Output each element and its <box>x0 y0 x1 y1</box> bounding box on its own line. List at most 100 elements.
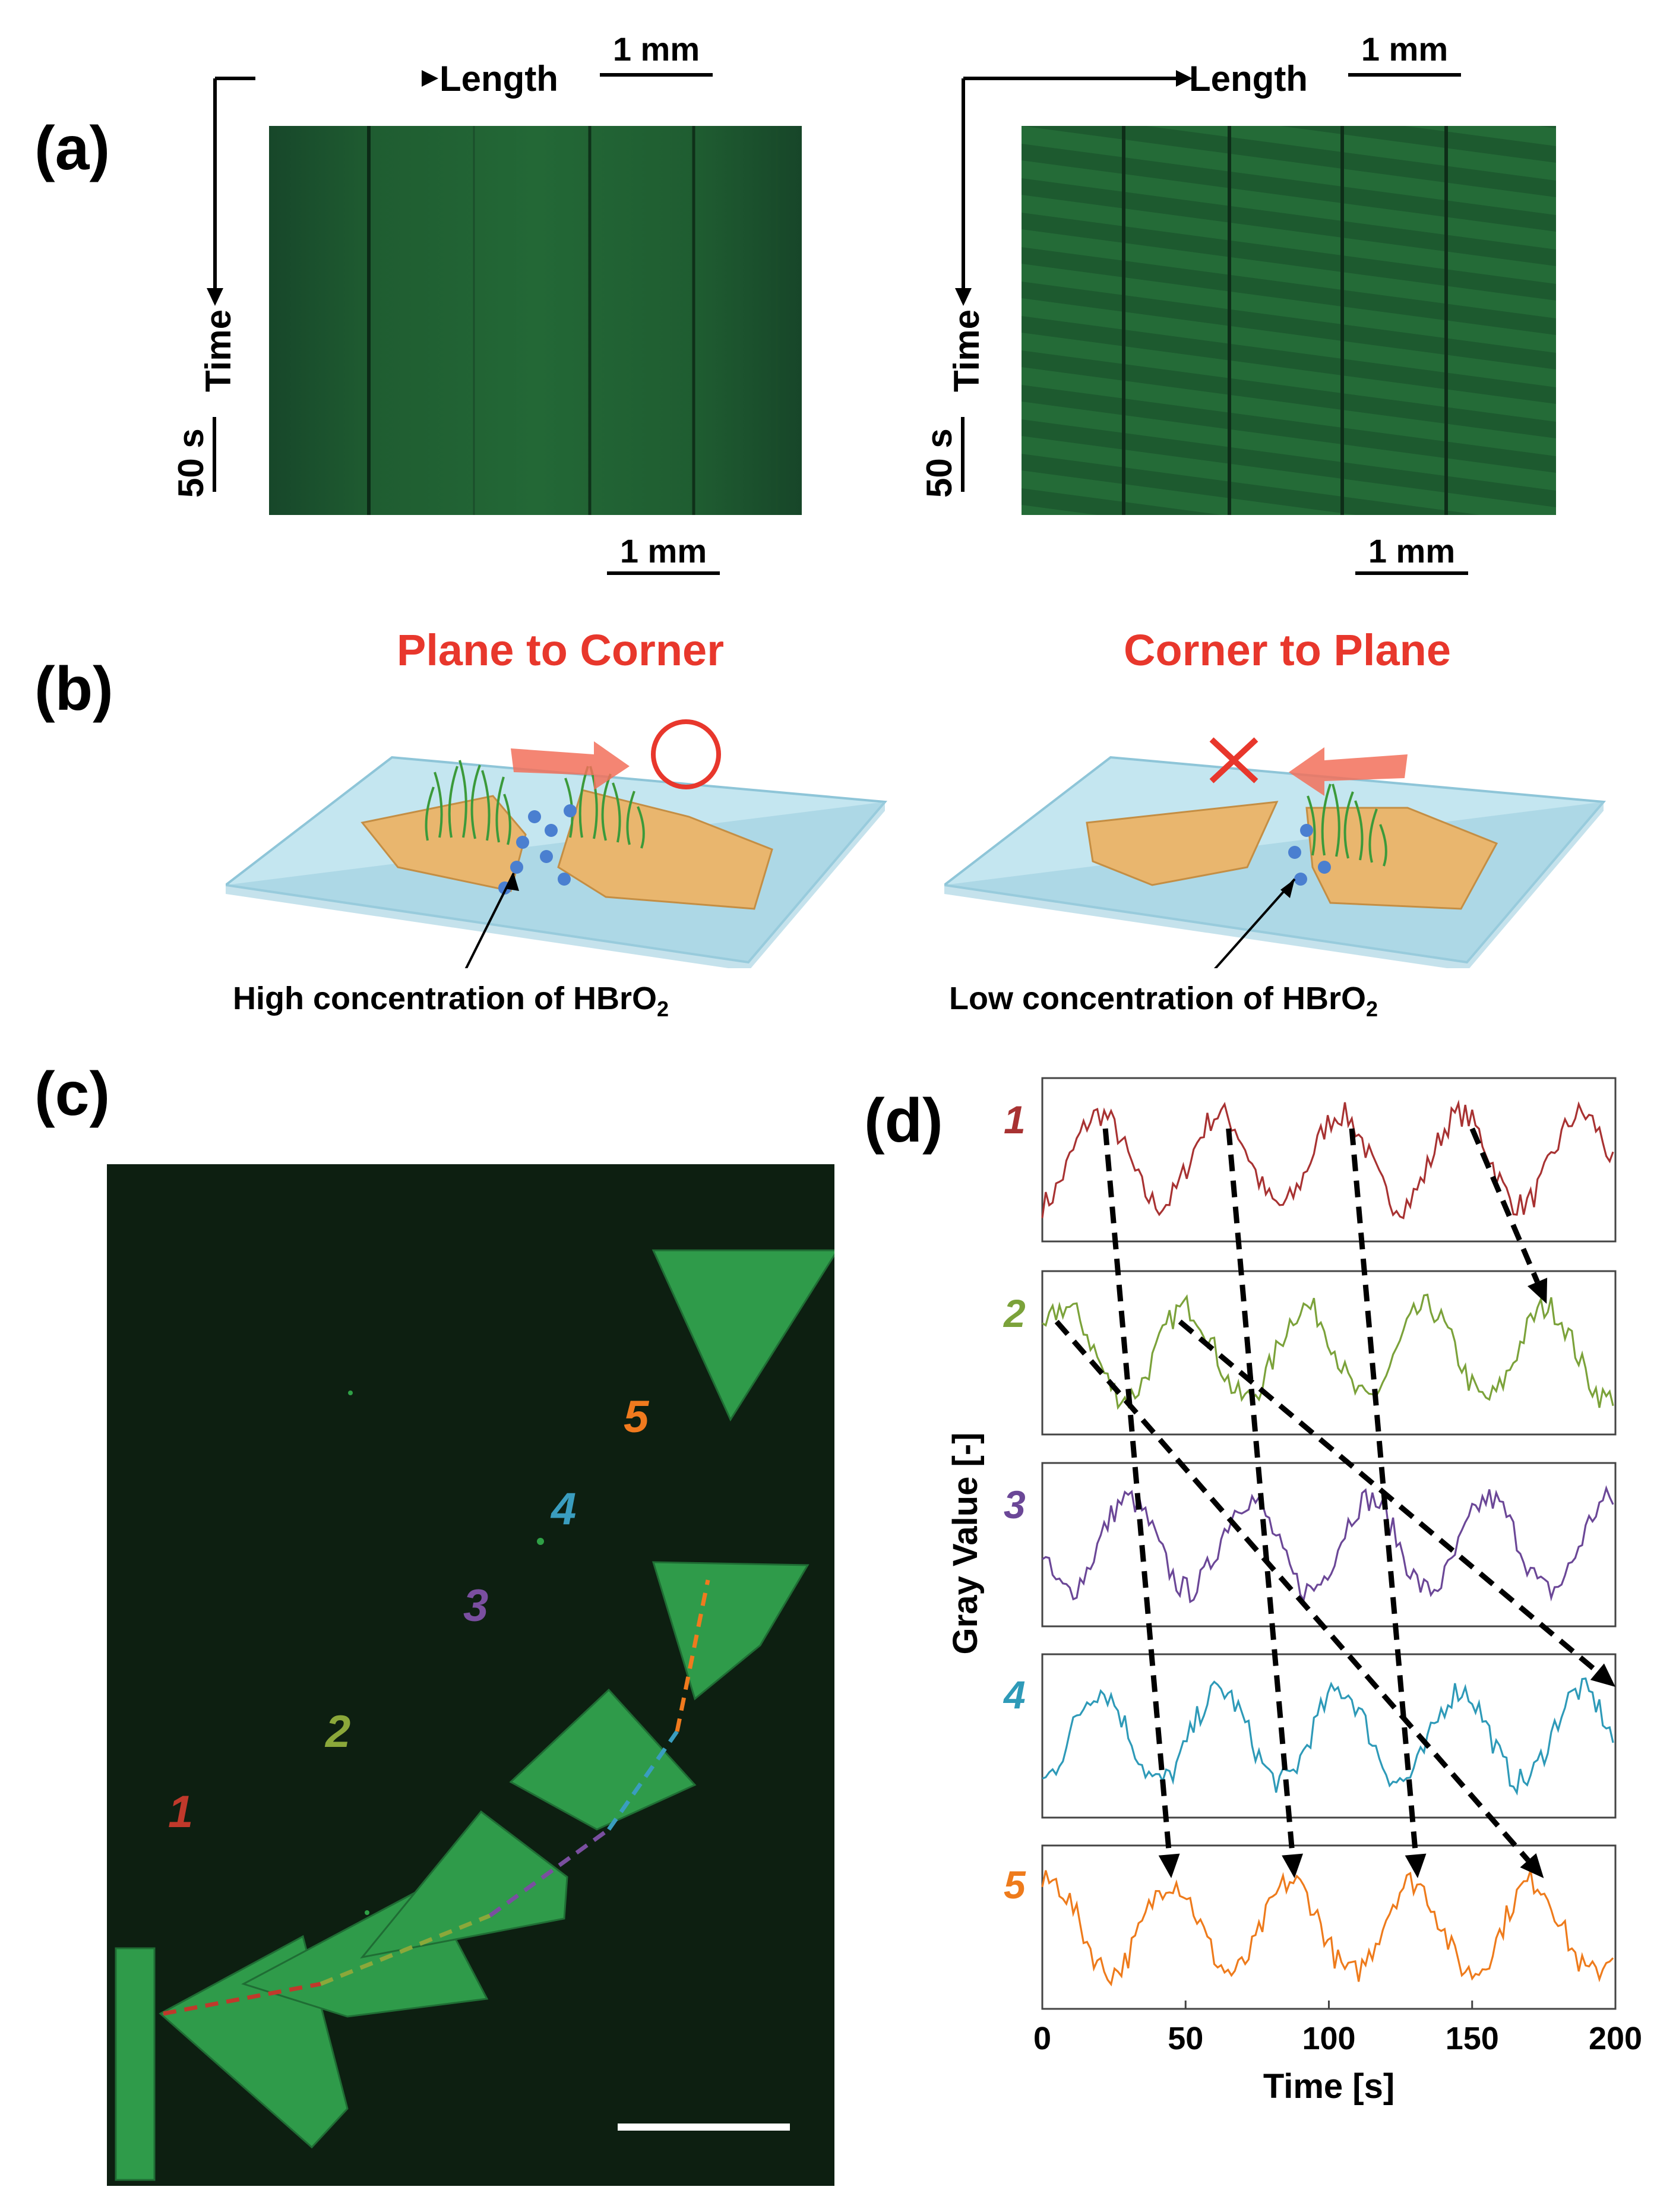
time-scale-left: 50 s <box>171 428 211 498</box>
wave-band <box>1022 160 1556 249</box>
length-arrowhead <box>422 70 438 87</box>
segment-label-2: 2 <box>325 1707 351 1757</box>
panel-a-label: (a) <box>34 114 110 183</box>
wave-band <box>1022 436 1556 515</box>
time-scalebar-left <box>213 417 216 492</box>
time-scalebar-right <box>961 417 965 492</box>
series-line-2 <box>1042 1293 1614 1410</box>
length-label-right: Length <box>1189 59 1308 99</box>
success-circle-icon <box>651 719 721 789</box>
row-label-1: 1 <box>1004 1098 1026 1142</box>
kymograph-waves <box>1022 126 1556 515</box>
length-label-left: Length <box>439 59 558 99</box>
propagation-arrowhead-4 <box>1527 1278 1548 1304</box>
wave-band <box>1022 126 1556 215</box>
x-tick-label-100: 100 <box>1302 2021 1355 2056</box>
left-caption: High concentration of HBrO2 <box>233 982 669 1020</box>
corner-to-plane-title: Corner to Plane <box>1124 625 1451 675</box>
panel-d-label: (d) <box>864 1086 943 1155</box>
scalebar-top-left <box>600 73 713 77</box>
scale-bottom-right: 1 mm <box>1368 532 1456 570</box>
scale-top-right: 1 mm <box>1361 30 1449 68</box>
propagation-arrowhead-1 <box>1158 1853 1180 1878</box>
scalebar-top-right <box>1348 73 1461 77</box>
series-line-5 <box>1041 1869 1614 1987</box>
propagation-arrowhead-3 <box>1405 1853 1427 1878</box>
propagation-arrow-5 <box>1054 1320 1530 1862</box>
fail-cross-icon <box>1209 737 1258 783</box>
wave-band <box>1022 505 1098 515</box>
wave-band <box>1022 402 1556 491</box>
propagation-arrow-3 <box>1349 1128 1419 1855</box>
panel-b-label: (b) <box>34 655 113 723</box>
gel-triangles <box>115 1249 839 2181</box>
propagation-arrow-4 <box>1469 1127 1540 1283</box>
kymograph-uniform-lines <box>367 126 778 515</box>
x-tick-label-200: 200 <box>1589 2021 1642 2056</box>
kymo-left-axes <box>213 77 255 288</box>
direction-arrow-left <box>1289 747 1408 796</box>
fibers-left <box>425 760 511 845</box>
propagation-arrow-6 <box>1178 1319 1599 1674</box>
segment-label-4: 4 <box>551 1484 577 1534</box>
fibers-corner <box>1307 783 1387 867</box>
scale-bottom-left: 1 mm <box>619 532 707 570</box>
scalebar-bottom-left <box>607 571 720 575</box>
subplot-frame-1 <box>1041 1077 1617 1243</box>
wave-band <box>1022 298 1556 387</box>
kymo-left-arrows <box>207 70 438 306</box>
row-label-4: 4 <box>1004 1673 1026 1717</box>
kymograph-uniform <box>269 126 802 515</box>
panel-c-label: (c) <box>34 1060 110 1129</box>
subplot-frame-4 <box>1041 1653 1617 1819</box>
subplot-frame-2 <box>1041 1270 1617 1436</box>
segment-line-1 <box>163 1982 321 2016</box>
row-label-5: 5 <box>1004 1863 1026 1907</box>
wave-band <box>1022 333 1556 422</box>
series-line-4 <box>1042 1677 1614 1796</box>
wave-band <box>1022 470 1356 515</box>
propagation-arrowhead-5 <box>1520 1853 1544 1878</box>
time-label-left: Time <box>198 309 238 392</box>
plane-to-corner-title: Plane to Corner <box>397 625 724 675</box>
wave-band <box>1405 126 1556 146</box>
right-caption-subscript: 2 <box>1366 996 1378 1021</box>
wave-band <box>1022 367 1556 456</box>
x-tick-label-0: 0 <box>1033 2021 1051 2056</box>
right-caption: Low concentration of HBrO2 <box>949 982 1378 1020</box>
y-axis-label: Gray Value [-] <box>946 1433 985 1655</box>
time-arrowhead <box>207 288 223 306</box>
x-tick-label-150: 150 <box>1446 2021 1499 2056</box>
speckles <box>348 1391 573 1915</box>
time-label-right: Time <box>947 309 986 392</box>
left-caption-text: High concentration of HBrO <box>233 981 657 1016</box>
right-caption-text: Low concentration of HBrO <box>949 981 1366 1016</box>
left-caption-subscript: 2 <box>657 996 669 1021</box>
segment-line-2 <box>320 1913 491 1986</box>
wave-band <box>1022 229 1556 318</box>
direction-arrow-right <box>511 741 630 790</box>
scheme-corner-to-plane <box>944 737 1607 968</box>
segment-lines <box>163 1579 710 2016</box>
x-axis-label: Time [s] <box>1263 2067 1394 2106</box>
scalebar-bottom-right <box>1355 571 1468 575</box>
series-line-1 <box>1041 1099 1614 1219</box>
micrograph-drawing <box>115 1249 839 2181</box>
propagation-arrowhead-6 <box>1590 1663 1615 1687</box>
segment-label-1: 1 <box>168 1787 194 1837</box>
time-scale-right: 50 s <box>919 428 959 498</box>
hbro2-molecules-left <box>498 804 577 895</box>
propagation-arrow-2 <box>1226 1128 1295 1855</box>
propagation-arrowhead-2 <box>1282 1853 1304 1878</box>
fluorescence-micrograph <box>107 1164 839 2186</box>
x-tick-label-50: 50 <box>1168 2021 1203 2056</box>
subplot-frame-3 <box>1041 1462 1617 1628</box>
segment-label-5: 5 <box>624 1392 649 1442</box>
row-label-2: 2 <box>1004 1291 1026 1335</box>
gray-value-chart: 0 50 100 150 200 Time [s] Gray Value [-] <box>946 1077 1642 2106</box>
segment-line-3 <box>488 1828 611 1917</box>
segment-line-5 <box>675 1579 710 1732</box>
kymograph-wave-pattern <box>1022 126 1556 515</box>
wave-band <box>1022 195 1556 284</box>
kymo-right-axes <box>955 70 1193 306</box>
